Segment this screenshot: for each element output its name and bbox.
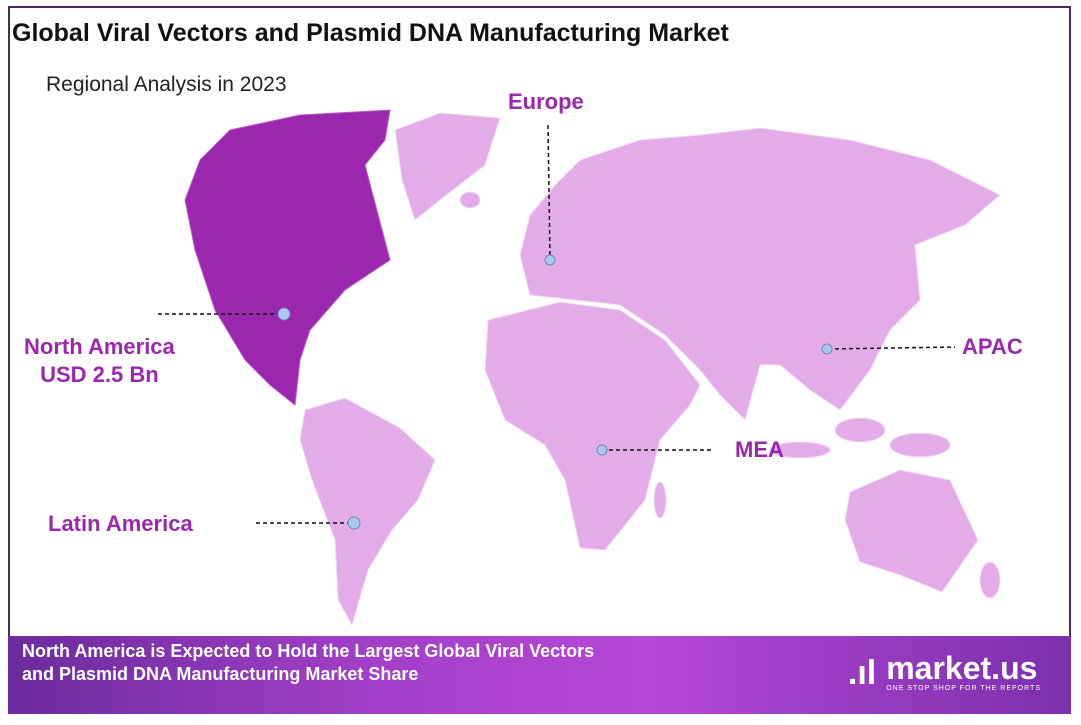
australia: [844, 469, 979, 593]
island: [834, 417, 886, 443]
new-zealand: [979, 561, 1001, 599]
footer-banner: North America is Expected to Hold the La…: [8, 636, 1071, 714]
logo-tagline: ONE STOP SHOP FOR THE REPORTS: [886, 685, 1041, 692]
apac-label: APAC: [962, 334, 1023, 359]
eurasia: [519, 127, 1001, 421]
footer-text: North America is Expected to Hold the La…: [22, 641, 595, 684]
africa: [484, 301, 701, 551]
latin-america-label: Latin America: [48, 511, 193, 536]
subtitle: Regional Analysis in 2023: [46, 73, 287, 96]
north-america-name: North America: [24, 334, 175, 359]
europe-leader: [547, 124, 551, 259]
mea-marker: [596, 444, 608, 456]
mea-label: MEA: [735, 437, 784, 462]
island: [889, 432, 951, 458]
apac-leader: [827, 346, 956, 350]
page-title: Global Viral Vectors and Plasmid DNA Man…: [12, 19, 729, 47]
north-america-value: USD 2.5 Bn: [40, 362, 159, 387]
logo: .ıl market.us ONE STOP SHOP FOR THE REPO…: [848, 652, 1041, 694]
island: [769, 441, 831, 459]
north-america-label: North America USD 2.5 Bn: [24, 333, 175, 389]
madagascar: [653, 481, 667, 519]
europe-label: Europe: [508, 89, 584, 114]
apac-marker: [821, 343, 833, 355]
europe-marker: [544, 254, 556, 266]
logo-name: market.us: [886, 650, 1038, 686]
south-america: [299, 397, 436, 627]
latin-america-marker: [347, 516, 361, 530]
greenland: [394, 112, 501, 221]
north-america-marker: [277, 307, 291, 321]
north-america: [184, 109, 391, 406]
iceland: [459, 191, 481, 209]
logo-icon: .ıl: [847, 653, 877, 692]
